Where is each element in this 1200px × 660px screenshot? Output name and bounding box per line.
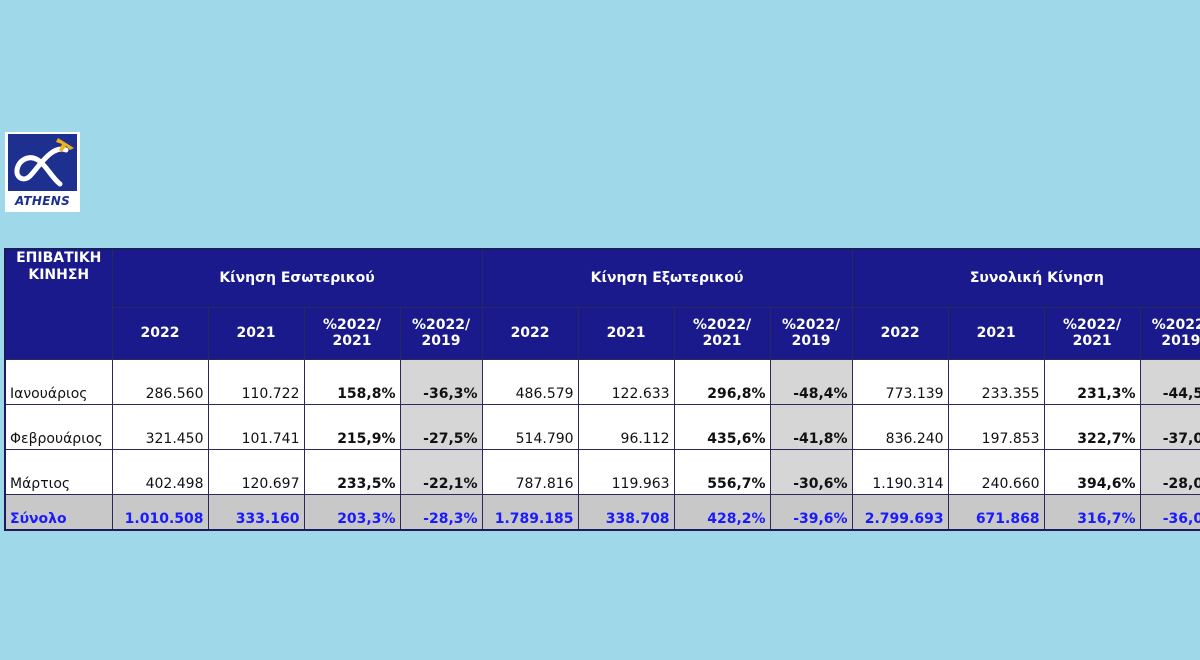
total-cell: 333.160 [207,493,305,531]
group-header-row: ΕΠΙΒΑΤΙΚΗ ΚΙΝΗΣΗ Κίνηση Εσωτερικού Κίνησ… [4,248,1200,360]
column-header: 2022 [851,306,949,360]
month-cell: Μάρτιος [4,448,113,495]
table-cell: -48,4% [769,358,853,405]
column-header: 2021 [947,306,1045,360]
total-cell: 1.789.185 [481,493,579,531]
total-cell: 428,2% [673,493,771,531]
group-header-total: Συνολική Κίνηση [851,248,1200,308]
table-cell: 321.450 [111,403,209,450]
table-cell: 296,8% [673,358,771,405]
table-cell: 402.498 [111,448,209,495]
column-header-row: 2022 2021 %2022/ 2021 %2022/ 2019 2022 2… [5,306,1200,360]
column-header: %2022/ 2019 [1139,306,1200,360]
month-cell: Ιανουάριος [4,358,113,405]
total-cell: 203,3% [303,493,401,531]
total-cell: 316,7% [1043,493,1141,531]
table-cell: 514.790 [481,403,579,450]
table-cell: -28,0% [1139,448,1200,495]
table-cell: 96.112 [577,403,675,450]
table-cell: 233.355 [947,358,1045,405]
airport-emblem-icon [8,134,77,191]
total-cell: -36,0% [1139,493,1200,531]
table-cell: -44,5% [1139,358,1200,405]
table-cell: 556,7% [673,448,771,495]
logo-text: ATHENS [14,194,71,208]
table-cell: 120.697 [207,448,305,495]
column-header: 2021 [207,306,305,360]
table-cell: 101.741 [207,403,305,450]
table-row: Ιανουάριος 286.560 110.722 158,8% -36,3%… [4,358,1200,405]
table-cell: 394,6% [1043,448,1141,495]
table-cell: 122.633 [577,358,675,405]
total-cell: 338.708 [577,493,675,531]
total-label: Σύνολο [4,493,113,531]
table-cell: 773.139 [851,358,949,405]
column-header: %2022/ 2021 [673,306,771,360]
column-header: %2022/ 2021 [303,306,401,360]
table-cell: -37,0% [1139,403,1200,450]
table-cell: 240.660 [947,448,1045,495]
column-header: 2022 [111,306,209,360]
table-cell: -41,8% [769,403,853,450]
total-cell: 2.799.693 [851,493,949,531]
table-cell: 231,3% [1043,358,1141,405]
table-cell: 197.853 [947,403,1045,450]
table-cell: 322,7% [1043,403,1141,450]
group-header-domestic: Κίνηση Εσωτερικού [111,248,483,308]
column-header: %2022/ 2019 [769,306,853,360]
total-cell: 671.868 [947,493,1045,531]
passenger-traffic-table: ΕΠΙΒΑΤΙΚΗ ΚΙΝΗΣΗ Κίνηση Εσωτερικού Κίνησ… [4,248,1200,531]
table-cell: 119.963 [577,448,675,495]
column-header: 2022 [481,306,579,360]
table-cell: -22,1% [399,448,483,495]
table-cell: 158,8% [303,358,401,405]
table-cell: 1.190.314 [851,448,949,495]
table-cell: -36,3% [399,358,483,405]
table-row: Φεβρουάριος 321.450 101.741 215,9% -27,5… [4,403,1200,450]
total-cell: -39,6% [769,493,853,531]
table-cell: -30,6% [769,448,853,495]
table-cell: 110.722 [207,358,305,405]
group-header-international: Κίνηση Εξωτερικού [481,248,853,308]
table-cell: 486.579 [481,358,579,405]
table-cell: 286.560 [111,358,209,405]
total-cell: 1.010.508 [111,493,209,531]
table-cell: 215,9% [303,403,401,450]
table-cell: 233,5% [303,448,401,495]
table-cell: 787.816 [481,448,579,495]
table-row: Μάρτιος 402.498 120.697 233,5% -22,1% 78… [4,448,1200,495]
corner-header: ΕΠΙΒΑΤΙΚΗ ΚΙΝΗΣΗ [4,248,113,360]
total-cell: -28,3% [399,493,483,531]
total-row: Σύνολο 1.010.508 333.160 203,3% -28,3% 1… [4,493,1200,531]
table-cell: 836.240 [851,403,949,450]
column-header: %2022/ 2021 [1043,306,1141,360]
column-header: 2021 [577,306,675,360]
table-cell: 435,6% [673,403,771,450]
column-header: %2022/ 2019 [399,306,483,360]
athens-airport-logo: ATHENS [5,132,80,212]
table-cell: -27,5% [399,403,483,450]
month-cell: Φεβρουάριος [4,403,113,450]
